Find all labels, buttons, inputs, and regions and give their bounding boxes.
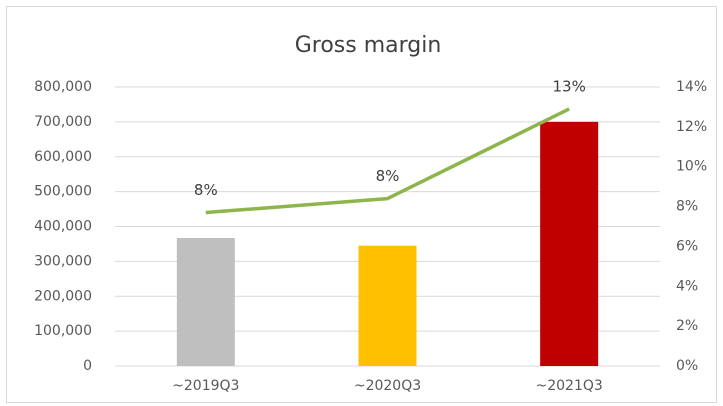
data-label: 13%	[552, 77, 585, 95]
bar	[540, 121, 599, 366]
x-tick-label: ~2019Q3	[172, 378, 239, 394]
y-tick-label: 600,000	[34, 149, 92, 165]
y-tick-label: 0	[83, 358, 92, 374]
y2-tick-label: 2%	[676, 318, 698, 334]
bar	[176, 238, 235, 366]
data-label: 8%	[194, 181, 218, 199]
data-label: 8%	[376, 167, 400, 185]
x-tick-label: ~2021Q3	[536, 378, 603, 394]
y-tick-label: 100,000	[34, 323, 92, 339]
y2-tick-label: 4%	[676, 278, 698, 294]
y2-tick-label: 0%	[676, 358, 698, 374]
chart-title: Gross margin	[295, 33, 442, 58]
y2-tick-label: 12%	[676, 119, 707, 135]
line	[205, 107, 570, 215]
x-tick-label: ~2020Q3	[354, 378, 421, 394]
y-tick-label: 200,000	[34, 288, 92, 304]
y-tick-label: 500,000	[34, 184, 92, 200]
y-tick-label: 300,000	[34, 253, 92, 269]
bar	[358, 245, 417, 366]
y-tick-label: 700,000	[34, 114, 92, 130]
y2-tick-label: 10%	[676, 159, 707, 175]
y2-tick-label: 8%	[676, 199, 698, 215]
y2-tick-label: 14%	[676, 79, 707, 95]
y-tick-label: 400,000	[34, 219, 92, 235]
y-tick-label: 800,000	[34, 79, 92, 95]
y2-tick-label: 6%	[676, 238, 698, 254]
